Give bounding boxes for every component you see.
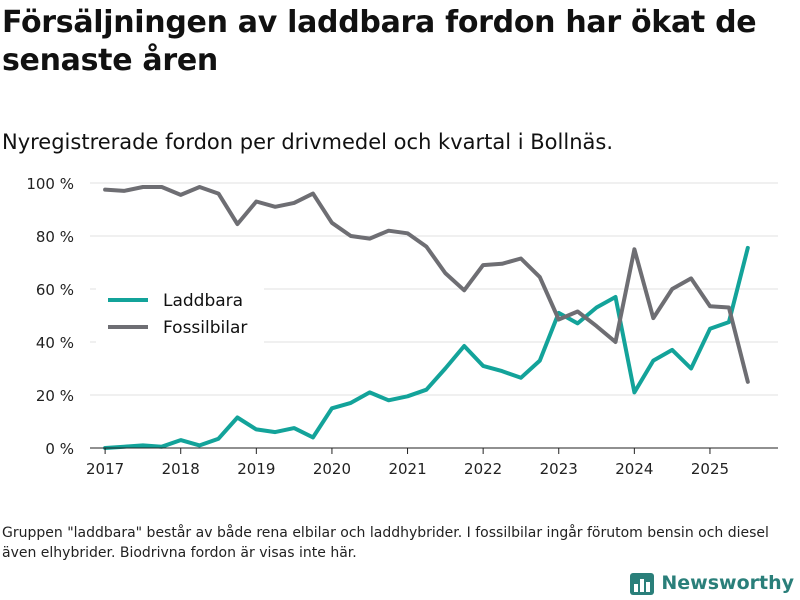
line-chart: 0 % 20 % 40 % 60 % 80 % 100 % 2017 2018 2019 2020… — [26, 175, 778, 478]
x-tick-label: 2017 — [86, 460, 124, 478]
y-tick-label: 20 % — [36, 387, 74, 405]
axes: 0 % 20 % 40 % 60 % 80 % 100 % 2017 2018 2019 2020… — [26, 175, 778, 478]
x-tick-label: 2018 — [162, 460, 200, 478]
x-tick-label: 2020 — [313, 460, 351, 478]
x-tick-label: 2019 — [237, 460, 275, 478]
footnote: Gruppen "laddbara" består av både rena e… — [2, 525, 769, 561]
chart-subtitle: Nyregistrerade fordon per drivmedel och … — [2, 130, 613, 154]
y-tick-label: 100 % — [26, 175, 74, 193]
brand-logo[interactable]: Newsworthy — [630, 568, 794, 598]
y-tick-label: 0 % — [45, 440, 74, 458]
legend-label: Fossilbilar — [163, 318, 247, 338]
x-tick-label: 2021 — [388, 460, 426, 478]
y-tick-label: 40 % — [36, 334, 74, 352]
grid — [90, 182, 778, 396]
x-tick-label: 2023 — [540, 460, 578, 478]
brand-name: Newsworthy — [661, 572, 794, 594]
series-lines — [103, 185, 750, 450]
newsworthy-logo-icon — [630, 573, 655, 595]
series-line-fossilbilar — [103, 185, 750, 384]
y-tick-label: 60 % — [36, 281, 74, 299]
series-line-laddbara — [103, 245, 750, 450]
legend: Laddbara Fossilbilar — [108, 291, 247, 338]
chart-title: Försäljningen av laddbara fordon har öka… — [2, 5, 757, 78]
legend-label: Laddbara — [163, 291, 243, 311]
x-tick-label: 2024 — [615, 460, 653, 478]
legend-background — [96, 278, 264, 348]
y-tick-label: 80 % — [36, 228, 74, 246]
x-tick-label: 2025 — [691, 460, 729, 478]
x-tick-label: 2022 — [464, 460, 502, 478]
